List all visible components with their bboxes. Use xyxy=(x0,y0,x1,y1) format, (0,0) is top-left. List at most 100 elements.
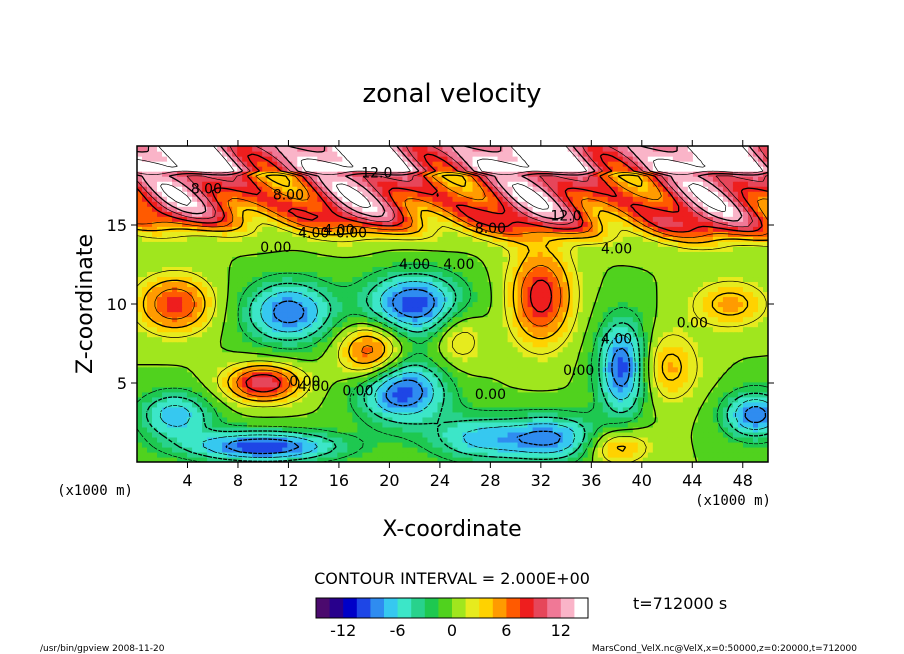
field-cell xyxy=(282,301,288,308)
field-cell xyxy=(747,421,754,428)
field-cell xyxy=(157,316,163,323)
field-cell xyxy=(692,271,699,278)
field-cell xyxy=(197,396,203,403)
field-cell xyxy=(612,426,619,433)
field-cell xyxy=(347,276,353,283)
field-cell xyxy=(187,376,193,383)
field-cell xyxy=(267,286,273,293)
field-cell xyxy=(187,261,193,267)
field-cell xyxy=(387,311,394,318)
field-cell xyxy=(697,406,704,413)
field-cell xyxy=(267,441,273,448)
field-cell xyxy=(497,456,504,462)
field-cell xyxy=(477,431,484,438)
field-cell xyxy=(242,316,248,323)
field-cell xyxy=(212,386,218,393)
field-cell xyxy=(442,396,449,403)
field-cell xyxy=(387,361,394,368)
field-cell xyxy=(537,396,544,403)
field-cell xyxy=(257,331,263,338)
field-cell xyxy=(682,386,689,393)
field-cell xyxy=(292,391,298,398)
field-cell xyxy=(322,301,328,308)
field-cell xyxy=(452,386,459,393)
field-cell xyxy=(277,296,283,303)
field-cell xyxy=(347,446,353,453)
field-cell xyxy=(277,446,283,453)
field-cell xyxy=(222,426,228,433)
field-cell xyxy=(147,331,153,338)
field-cell xyxy=(337,376,343,383)
field-cell xyxy=(607,396,614,403)
field-cell xyxy=(187,386,193,393)
field-cell xyxy=(437,306,444,313)
field-cell xyxy=(697,286,704,293)
field-cell xyxy=(667,356,674,363)
field-cell xyxy=(427,416,434,423)
field-cell xyxy=(282,456,288,462)
field-cell xyxy=(332,346,338,353)
field-cell xyxy=(232,441,238,448)
field-cell xyxy=(517,416,524,423)
field-cell xyxy=(562,286,569,293)
field-cell xyxy=(162,291,168,298)
field-cell xyxy=(682,441,689,448)
field-cell xyxy=(737,341,744,348)
field-cell xyxy=(692,366,699,373)
field-cell xyxy=(267,321,273,328)
field-cell xyxy=(417,406,424,413)
field-cell xyxy=(457,421,464,428)
field-cell xyxy=(587,326,594,333)
field-cell xyxy=(507,366,514,373)
field-cell xyxy=(752,401,759,408)
field-cell xyxy=(152,296,158,303)
field-cell xyxy=(502,406,509,413)
field-cell xyxy=(762,426,768,433)
field-cell xyxy=(197,346,203,353)
field-cell xyxy=(527,331,534,338)
field-cell xyxy=(397,431,404,438)
field-cell xyxy=(277,271,283,278)
field-cell xyxy=(212,286,218,293)
field-cell xyxy=(717,456,724,462)
field-cell xyxy=(377,356,383,363)
field-cell xyxy=(312,351,318,358)
field-cell xyxy=(732,336,739,343)
field-cell xyxy=(332,416,338,423)
field-cell xyxy=(272,341,278,348)
field-cell xyxy=(492,311,499,318)
field-cell xyxy=(707,281,714,288)
field-cell xyxy=(597,341,604,348)
field-cell xyxy=(432,346,439,353)
field-cell xyxy=(237,356,243,363)
field-cell xyxy=(552,416,559,423)
field-cell xyxy=(532,366,539,373)
field-cell xyxy=(502,431,509,438)
field-cell xyxy=(377,311,383,318)
field-cell xyxy=(202,441,208,448)
field-cell xyxy=(512,271,519,278)
field-cell xyxy=(317,411,323,418)
field-cell xyxy=(597,371,604,378)
field-cell xyxy=(352,341,358,348)
field-cell xyxy=(537,411,544,418)
field-cell xyxy=(517,261,524,267)
field-cell xyxy=(372,431,378,438)
field-cell xyxy=(182,436,188,443)
field-cell xyxy=(582,446,589,453)
field-cell xyxy=(172,321,178,328)
field-cell xyxy=(322,406,328,413)
field-cell xyxy=(697,306,704,313)
field-cell xyxy=(557,266,564,272)
field-cell xyxy=(297,436,303,443)
field-cell xyxy=(402,361,409,368)
field-cell xyxy=(477,441,484,448)
field-cell xyxy=(757,291,764,298)
field-cell xyxy=(247,381,253,388)
field-cell xyxy=(572,276,579,283)
field-cell xyxy=(692,331,699,338)
field-cell xyxy=(192,436,198,443)
field-cell xyxy=(697,386,704,393)
field-cell xyxy=(237,286,243,293)
field-cell xyxy=(357,416,363,423)
